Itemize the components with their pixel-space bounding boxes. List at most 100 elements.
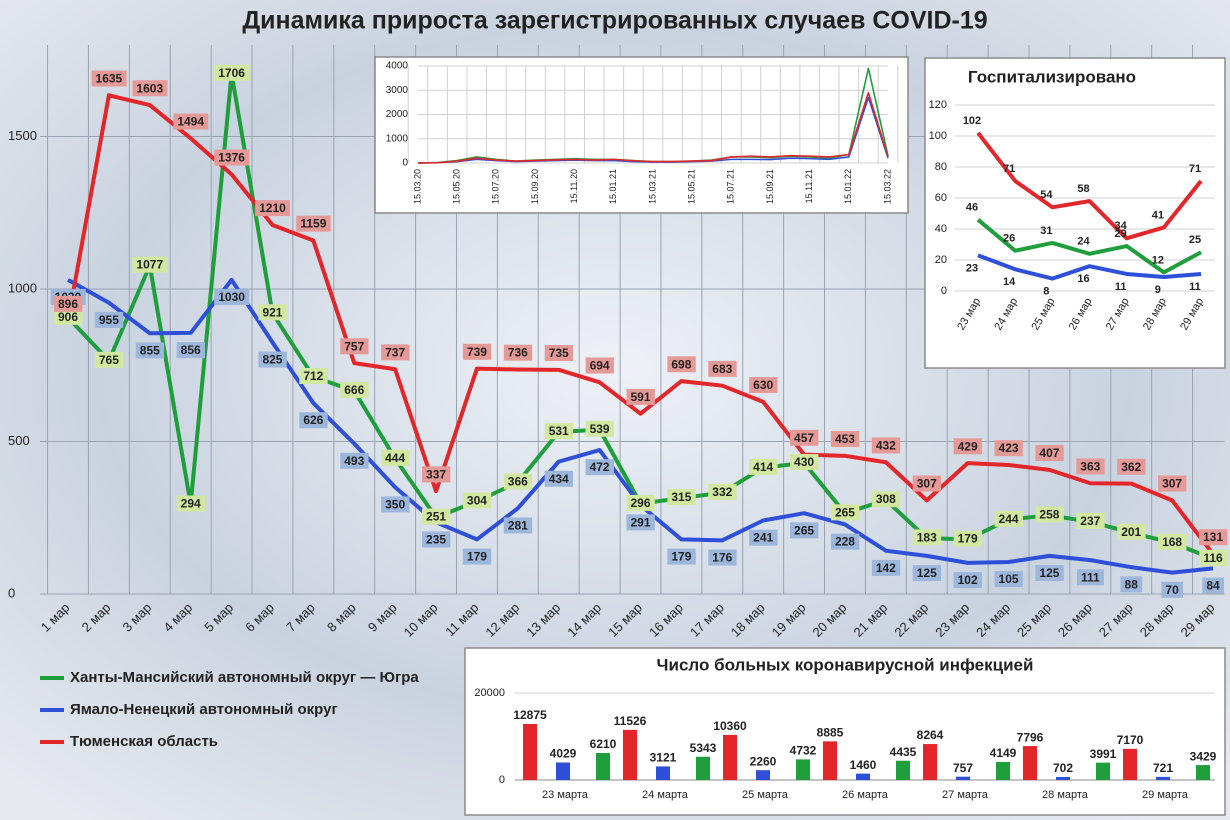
legend-label: Ямало-Ненецкий автономный округ: [70, 701, 338, 718]
data-label: 457: [790, 429, 819, 446]
data-label-bg: [91, 70, 127, 87]
data-label: 11526: [614, 714, 647, 728]
x-tick-label: 15.03.20: [412, 169, 422, 204]
data-label-bg: [422, 508, 451, 525]
data-label-text: 54: [1040, 189, 1053, 201]
data-label-text: 102: [958, 573, 978, 587]
data-label-text: 131: [1203, 530, 1223, 544]
y-tick-label: 0: [8, 585, 15, 600]
data-label-text: 88: [1125, 577, 1139, 591]
x-tick-label: 25 марта: [742, 789, 789, 801]
data-label-bg: [94, 351, 124, 368]
data-label-bg: [340, 338, 369, 355]
data-label: 1460: [850, 758, 877, 772]
data-label-text: 8: [1043, 286, 1049, 298]
x-tick-label: 29 марта: [1142, 789, 1189, 801]
data-label: 102: [953, 572, 982, 589]
bar: [623, 729, 637, 780]
data-label: 757: [340, 338, 369, 355]
data-label: 429: [953, 438, 982, 455]
data-label: 168: [1158, 533, 1187, 550]
data-label: 26: [1003, 233, 1015, 245]
x-tick-label: 15.01.22: [843, 169, 853, 204]
data-label-bg: [871, 437, 901, 454]
data-label-text: 176: [712, 550, 732, 564]
y-tick-label: 20: [935, 254, 947, 266]
data-label-bg: [790, 429, 819, 446]
panel: [464, 647, 1226, 816]
data-label: 9: [1155, 284, 1161, 296]
y-tick-label: 120: [929, 99, 947, 111]
data-label-text: 493: [344, 454, 364, 468]
data-label-text: 265: [835, 505, 855, 519]
data-label-text: 25: [1189, 234, 1201, 246]
data-label: 179: [953, 530, 982, 547]
data-label: 11: [1115, 281, 1127, 293]
data-label-bg: [790, 522, 819, 539]
data-label-bg: [749, 458, 778, 475]
data-label-bg: [1161, 581, 1184, 598]
data-label-text: 168: [1162, 535, 1182, 549]
data-label: 29: [1115, 228, 1127, 240]
data-label: 2260: [750, 754, 777, 768]
data-label: 4029: [550, 747, 577, 761]
data-label: 179: [462, 548, 492, 565]
data-label-text: 432: [876, 438, 896, 452]
data-label: 244: [994, 510, 1023, 527]
data-label: 363: [1076, 458, 1105, 475]
data-label: 296: [626, 494, 655, 511]
data-label-bg: [299, 412, 328, 429]
data-label-text: 757: [344, 339, 364, 353]
data-label: 472: [585, 459, 614, 476]
data-label: 4149: [990, 746, 1017, 760]
data-label-text: 739: [467, 345, 487, 359]
data-label: 125: [912, 565, 942, 582]
x-tick-label: 15.09.20: [530, 169, 540, 204]
data-label-bg: [667, 548, 696, 565]
data-label-bg: [214, 64, 250, 81]
y-tick-label: 0: [941, 285, 947, 297]
series-line: [977, 253, 1202, 281]
y-tick-label: 3000: [386, 85, 409, 96]
data-label: 291: [626, 514, 655, 531]
x-tick-label: 15.07.21: [726, 169, 736, 204]
data-label: 856: [176, 342, 206, 359]
data-label-text: 12: [1152, 254, 1164, 266]
data-label-text: 1706: [218, 66, 245, 80]
data-label: 432: [871, 437, 901, 454]
data-label: 1603: [132, 80, 168, 97]
data-label-bg: [1076, 569, 1104, 586]
data-label: 739: [462, 343, 492, 360]
x-tick-label: 15.03.21: [647, 169, 657, 204]
data-label: 265: [790, 522, 819, 539]
data-label-text: 105: [999, 572, 1019, 586]
data-label-text: 307: [917, 477, 937, 491]
data-label-text: 337: [426, 467, 446, 481]
data-label: 12: [1152, 254, 1164, 266]
data-label: 235: [422, 531, 451, 548]
data-label-bg: [176, 495, 206, 512]
bar: [1156, 776, 1170, 780]
data-label: 125: [1035, 565, 1064, 582]
data-label: 493: [340, 452, 369, 469]
data-label: 4435: [890, 745, 917, 759]
data-label-text: 237: [1080, 514, 1100, 528]
data-label-bg: [255, 200, 291, 217]
data-label: 183: [912, 529, 942, 546]
data-label-text: 70: [1165, 583, 1179, 597]
data-label-bg: [953, 438, 982, 455]
data-label: 906: [53, 308, 83, 325]
data-label: 7170: [1117, 733, 1144, 747]
y-tick-label: 100: [929, 130, 947, 142]
data-label: 14: [1003, 276, 1016, 288]
data-label: 294: [176, 495, 206, 512]
data-label: 3121: [650, 751, 677, 765]
x-tick-label: 23 марта: [542, 789, 589, 801]
x-tick-label: 27 марта: [942, 789, 989, 801]
data-label-text: 362: [1121, 460, 1141, 474]
data-label-text: 265: [794, 523, 814, 537]
data-label-text: 366: [508, 475, 528, 489]
data-label: 142: [871, 559, 901, 576]
data-label-bg: [258, 351, 287, 368]
y-tick-label: 1500: [8, 128, 37, 143]
